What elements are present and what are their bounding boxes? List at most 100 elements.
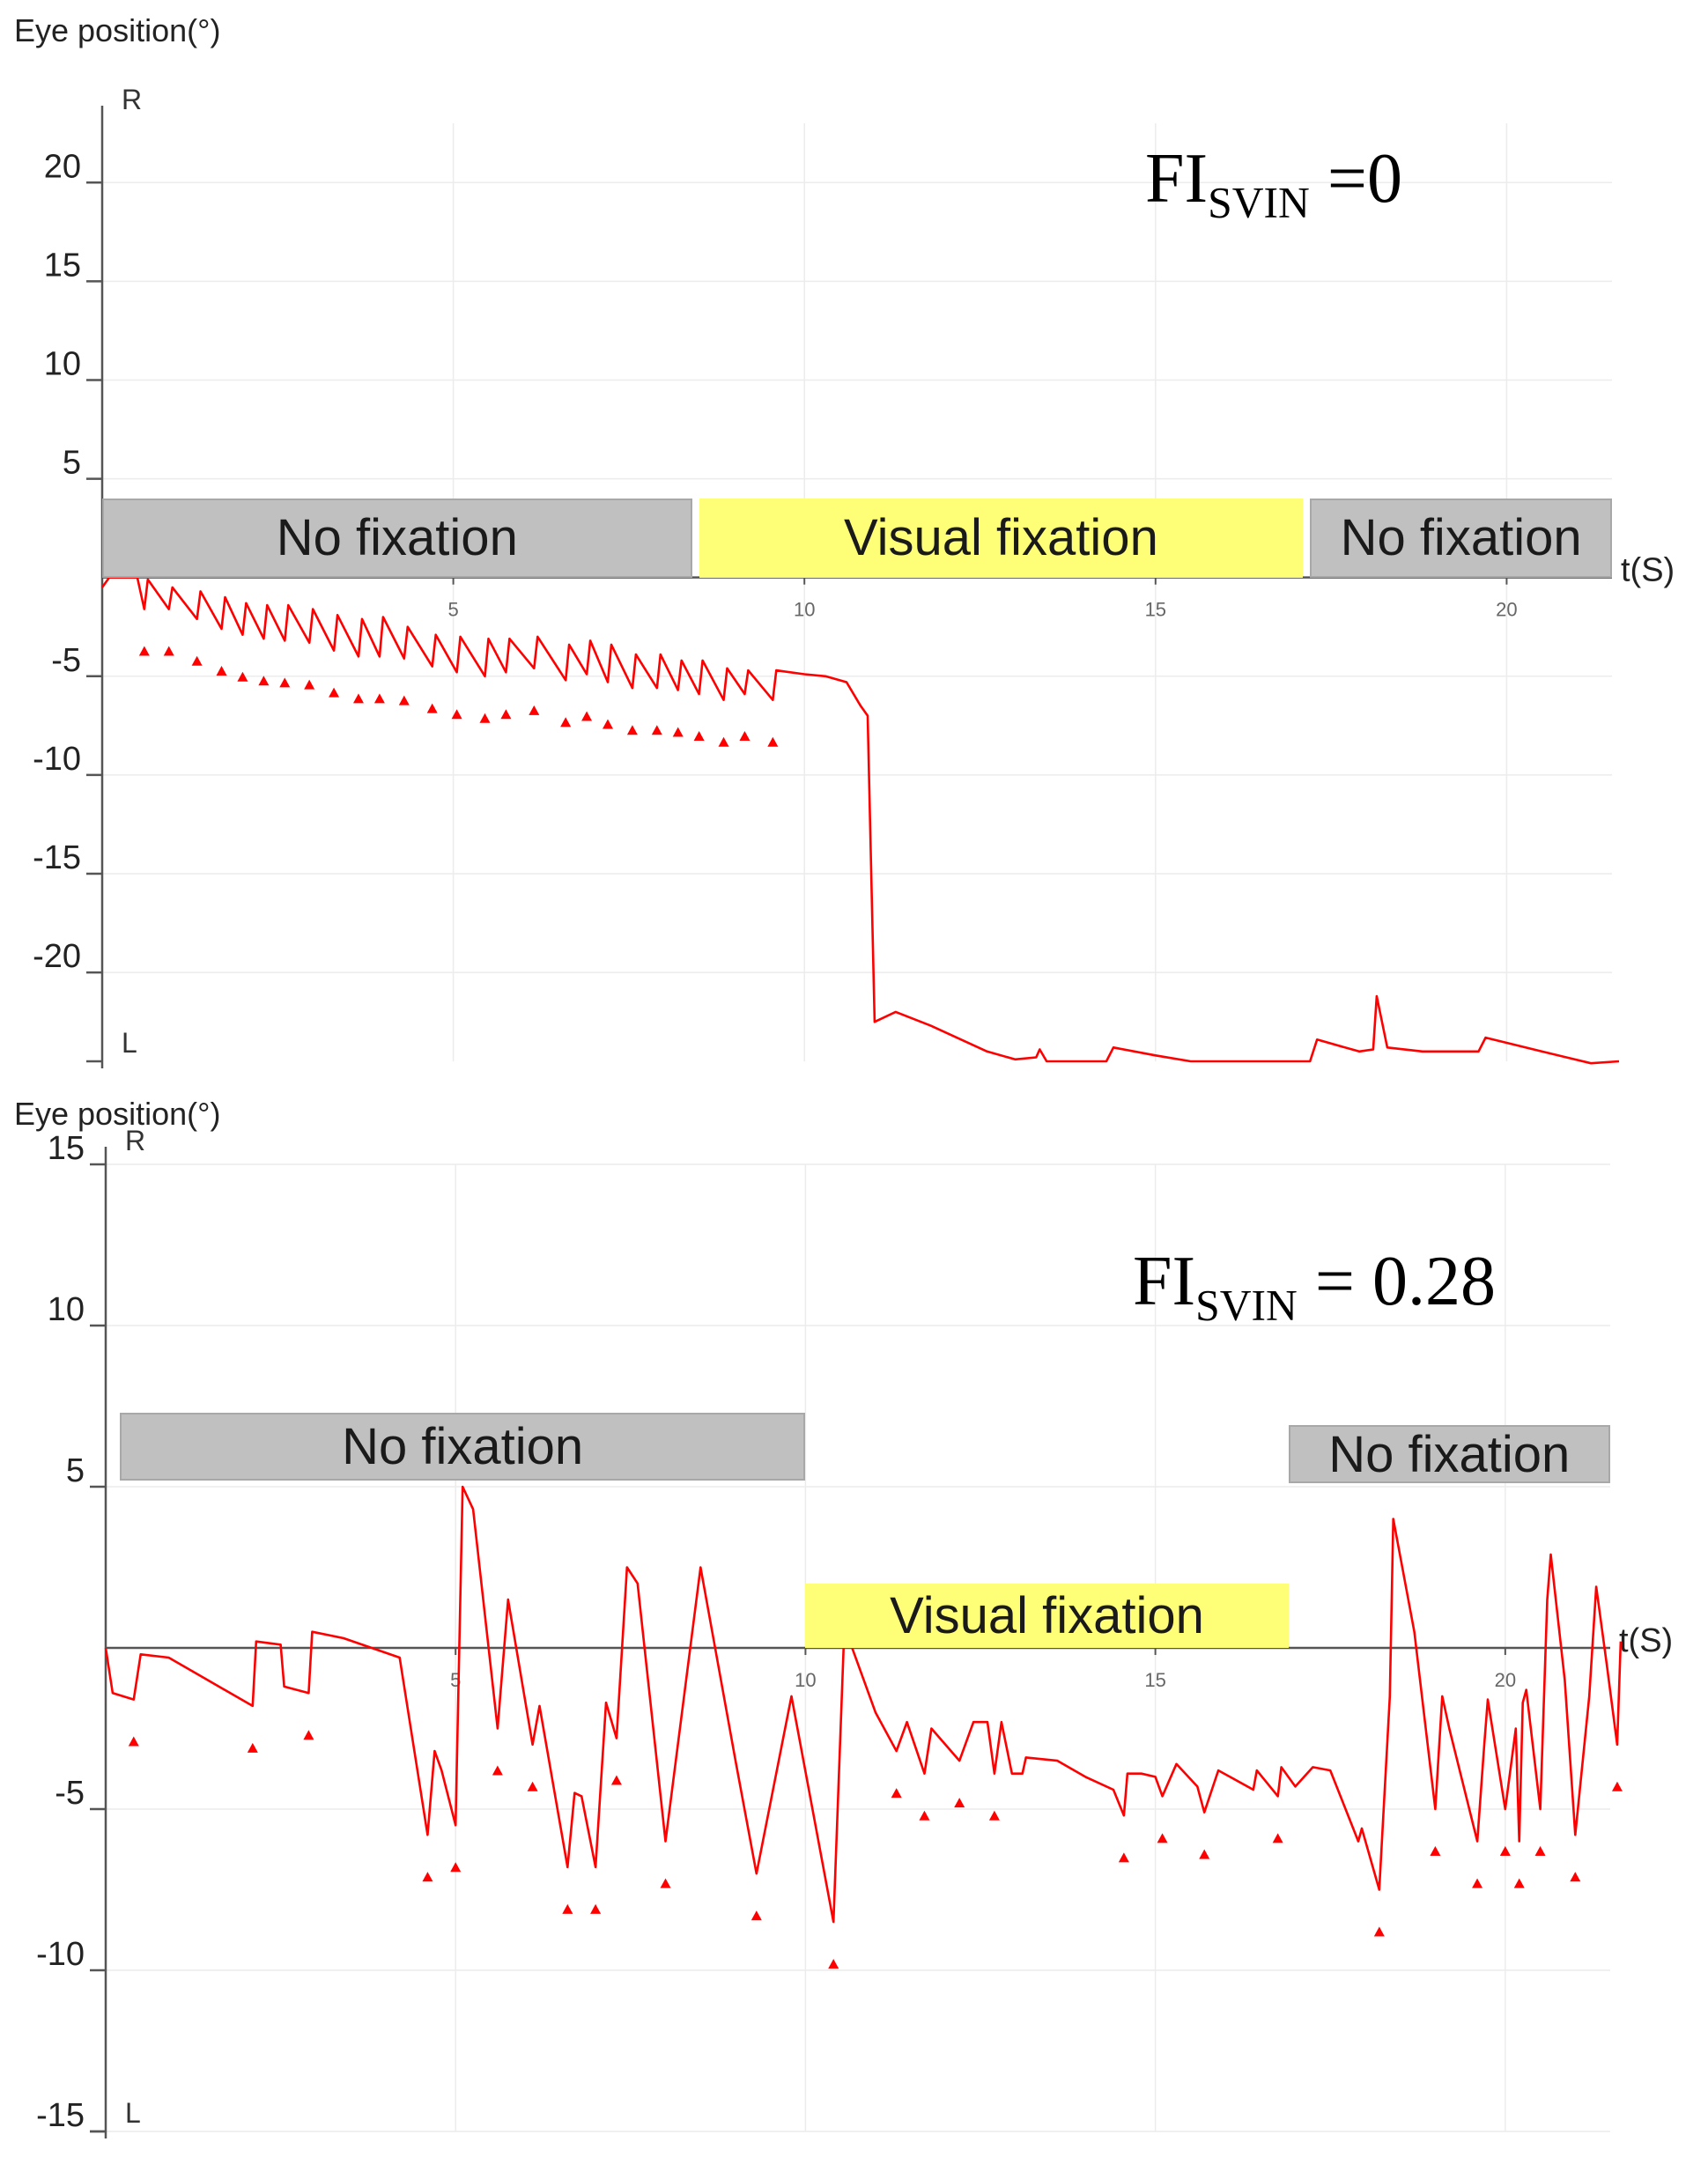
bottom-marker-24 — [1499, 1846, 1511, 1856]
top-fi-annotation: FISVIN =0 — [1145, 139, 1402, 227]
top-marker-15 — [500, 709, 512, 720]
top-fi-value: =0 — [1309, 140, 1402, 218]
bottom-marker-21 — [1373, 1926, 1385, 1937]
bottom-marker-16 — [988, 1810, 1000, 1821]
top-x-tick-label-1: 10 — [794, 599, 815, 621]
top-marker-13 — [451, 709, 462, 720]
top-y-tick-label-7: -20 — [33, 938, 81, 975]
top-band-no-fixation-left: No fixation — [102, 499, 692, 578]
bottom-band-no-fixation-left: No fixation — [119, 1412, 806, 1481]
top-x-tick-label-3: 20 — [1496, 599, 1517, 621]
top-y-tick-label-0: 20 — [44, 148, 81, 185]
bottom-y-tick-label-1: 10 — [48, 1291, 85, 1328]
bottom-marker-12 — [828, 1959, 839, 1969]
top-marker-2 — [191, 655, 203, 666]
bottom-xlabel: t(S) — [1619, 1622, 1673, 1659]
top-marker-10 — [373, 693, 385, 704]
bottom-y-tick-label-4: -10 — [36, 1936, 85, 1973]
bottom-band-visual-fixation: Visual fixation — [805, 1583, 1289, 1648]
bottom-direction-r: R — [125, 1125, 145, 1156]
bottom-band-no-fixation-right: No fixation — [1288, 1425, 1610, 1484]
top-series-line-0 — [100, 576, 1620, 1065]
bottom-fi-annotation: FISVIN = 0.28 — [1133, 1242, 1496, 1330]
top-marker-25 — [739, 730, 750, 741]
bottom-y-tick-label-0: 15 — [48, 1130, 85, 1167]
top-fi-sub: SVIN — [1208, 178, 1310, 227]
bottom-direction-l: L — [125, 2097, 141, 2129]
bottom-chart-panel: Eye position(°) FISVIN = 0.28 15 10 5 -5 -10… — [0, 1083, 1708, 2175]
bottom-series-line-0 — [104, 1485, 1623, 1924]
top-marker-20 — [626, 725, 638, 735]
top-y-tick-label-2: 10 — [44, 345, 81, 382]
bottom-marker-6 — [527, 1781, 538, 1791]
bottom-fi-main: FI — [1133, 1243, 1196, 1320]
top-x-tick-label-2: 15 — [1145, 599, 1166, 621]
bottom-marker-3 — [422, 1872, 433, 1882]
top-y-tick-label-4: -5 — [51, 642, 81, 679]
bottom-fi-value: = 0.28 — [1297, 1243, 1496, 1320]
top-marker-7 — [304, 679, 315, 690]
top-marker-22 — [672, 727, 684, 737]
top-marker-26 — [767, 736, 779, 747]
top-y-tick-label-5: -10 — [33, 741, 81, 778]
bottom-fi-sub: SVIN — [1195, 1281, 1298, 1330]
top-y-tick-label-3: 5 — [63, 445, 81, 482]
bottom-marker-14 — [919, 1810, 930, 1821]
top-marker-21 — [651, 725, 662, 735]
bottom-marker-18 — [1157, 1833, 1168, 1843]
top-marker-19 — [602, 719, 613, 729]
top-marker-3 — [216, 665, 227, 676]
bottom-marker-28 — [1611, 1781, 1623, 1791]
top-marker-8 — [329, 687, 340, 698]
top-marker-16 — [529, 705, 540, 715]
bottom-marker-4 — [450, 1862, 462, 1872]
bottom-marker-2 — [303, 1730, 314, 1740]
bottom-marker-15 — [954, 1798, 965, 1808]
top-marker-14 — [479, 713, 491, 723]
top-direction-l: L — [122, 1027, 137, 1059]
top-chart-panel: Eye position(°) FISVIN =0 20 15 10 5 -5 -10 -1… — [0, 0, 1708, 1083]
bottom-marker-11 — [750, 1910, 762, 1921]
bottom-marker-23 — [1472, 1878, 1483, 1888]
top-y-tick-label-1: 15 — [44, 247, 81, 284]
bottom-marker-7 — [562, 1903, 573, 1914]
bottom-ylabel: Eye position(°) — [14, 1096, 221, 1132]
bottom-marker-27 — [1570, 1872, 1581, 1882]
bottom-marker-10 — [660, 1878, 671, 1888]
top-marker-17 — [560, 717, 572, 728]
top-band-no-fixation-right: No fixation — [1310, 499, 1612, 578]
bottom-marker-5 — [492, 1765, 503, 1776]
top-xlabel: t(S) — [1621, 552, 1675, 589]
bottom-x-tick-label-1: 10 — [795, 1669, 816, 1691]
bottom-marker-17 — [1118, 1852, 1129, 1863]
bottom-x-tick-label-2: 15 — [1144, 1669, 1165, 1691]
top-marker-5 — [258, 676, 270, 686]
top-direction-r: R — [122, 84, 142, 115]
bottom-marker-13 — [891, 1788, 902, 1799]
top-marker-0 — [138, 646, 150, 656]
top-marker-12 — [426, 703, 438, 713]
bottom-marker-26 — [1534, 1846, 1546, 1856]
bottom-marker-22 — [1430, 1846, 1441, 1856]
top-ylabel: Eye position(°) — [14, 12, 221, 48]
bottom-marker-1 — [247, 1742, 258, 1753]
top-band-visual-fixation: Visual fixation — [699, 499, 1304, 578]
bottom-marker-20 — [1272, 1833, 1283, 1843]
top-marker-6 — [279, 677, 291, 688]
bottom-y-tick-label-5: -15 — [36, 2097, 85, 2134]
top-marker-9 — [352, 693, 364, 704]
top-marker-18 — [581, 711, 593, 721]
top-chart-svg: 20 15 10 5 -5 -10 -15 -20 5 10 15 20 t(S) R L — [33, 84, 1675, 1068]
top-fi-main: FI — [1145, 140, 1209, 218]
top-marker-11 — [398, 695, 410, 705]
bottom-marker-25 — [1513, 1878, 1525, 1888]
top-marker-23 — [693, 730, 705, 741]
bottom-y-tick-label-3: -5 — [55, 1775, 85, 1812]
bottom-marker-9 — [610, 1775, 622, 1785]
bottom-y-tick-label-2: 5 — [66, 1452, 85, 1489]
bottom-x-tick-label-3: 20 — [1495, 1669, 1516, 1691]
top-x-tick-label-0: 5 — [447, 599, 458, 621]
bottom-marker-8 — [590, 1903, 602, 1914]
bottom-marker-0 — [128, 1736, 139, 1747]
